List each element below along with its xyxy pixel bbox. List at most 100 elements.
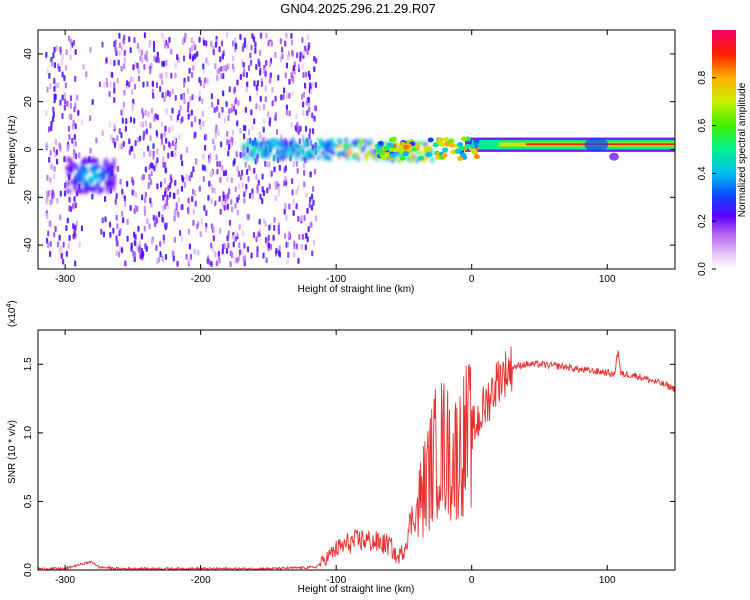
noise-cell	[311, 81, 314, 88]
noise-cell	[129, 205, 132, 212]
noise-cell	[74, 123, 77, 130]
noise-cell	[261, 197, 264, 204]
band-cell	[417, 150, 421, 155]
noise-cell	[214, 200, 217, 207]
blob-cell	[103, 162, 107, 167]
noise-cell	[132, 76, 135, 83]
noise-cell	[205, 210, 208, 217]
noise-cell	[187, 75, 190, 82]
noise-cell	[256, 152, 259, 159]
noise-cell	[208, 180, 211, 187]
noise-cell	[143, 205, 146, 212]
noise-cell	[170, 150, 173, 157]
band-cell	[270, 143, 274, 148]
noise-cell	[238, 224, 241, 231]
noise-cell	[48, 251, 52, 258]
noise-cell	[287, 251, 290, 258]
cyan-blob	[65, 157, 117, 195]
noise-cell	[267, 111, 270, 118]
noise-cell	[243, 242, 246, 249]
noise-cell	[191, 71, 194, 78]
blob-cell	[94, 176, 98, 181]
band-cell	[371, 149, 375, 154]
band-cell	[255, 139, 259, 144]
noise-cell	[58, 234, 61, 241]
noise-cell	[116, 223, 119, 230]
noise-cell	[136, 245, 139, 252]
noise-cell	[300, 214, 303, 221]
noise-cell	[283, 208, 286, 215]
noise-cell	[146, 145, 150, 152]
noise-cell	[183, 181, 186, 188]
noise-cell	[57, 241, 60, 248]
noise-cell	[165, 186, 168, 193]
transition-cell	[448, 138, 455, 144]
band-cell	[364, 153, 368, 158]
noise-cell	[255, 174, 258, 181]
noise-cell	[244, 188, 247, 195]
noise-cell	[285, 104, 289, 111]
blob-cell	[89, 186, 93, 191]
blob-cell	[101, 166, 105, 171]
noise-cell	[264, 96, 267, 103]
noise-cell	[310, 193, 314, 200]
noise-cell	[292, 198, 295, 205]
band-cell	[299, 149, 303, 154]
noise-cell	[116, 240, 119, 247]
noise-cell	[268, 224, 271, 231]
band-cell	[328, 147, 332, 152]
noise-cell	[110, 134, 113, 141]
noise-cell	[309, 222, 312, 229]
x-tick-label: 0	[469, 575, 475, 586]
noise-cell	[89, 115, 92, 122]
noise-cell	[73, 231, 76, 238]
noise-cell	[288, 203, 291, 210]
noise-cell	[231, 137, 234, 144]
band-cell	[277, 144, 281, 149]
noise-cell	[303, 214, 306, 221]
noise-cell	[198, 95, 201, 102]
noise-cell	[208, 259, 211, 266]
noise-cell	[75, 220, 79, 227]
noise-cell	[183, 81, 186, 88]
noise-cell	[223, 243, 227, 250]
noise-cell	[296, 121, 299, 128]
noise-cell	[236, 257, 239, 264]
noise-cell	[72, 223, 75, 230]
noise-cell	[122, 107, 125, 114]
strong-band	[464, 137, 675, 161]
noise-cell	[313, 115, 316, 122]
band-cell	[396, 152, 400, 157]
noise-cell	[128, 36, 131, 43]
blob-cell	[67, 189, 71, 194]
noise-cell	[48, 72, 51, 79]
noise-cell	[121, 117, 124, 124]
noise-cell	[225, 247, 229, 254]
noise-cell	[298, 233, 301, 240]
y-tick-label: -20	[23, 190, 34, 205]
noise-cell	[237, 183, 241, 190]
blob-cell	[97, 173, 101, 178]
noise-cell	[231, 40, 235, 47]
blob-cell	[102, 174, 106, 179]
noise-cell	[275, 247, 278, 254]
noise-cell	[198, 76, 201, 83]
spectrogram-x-axis: -300 -200 -100 0 100	[55, 30, 616, 285]
x-tick-label: -300	[55, 274, 75, 285]
noise-cell	[175, 202, 178, 209]
noise-cell	[249, 52, 252, 59]
noise-cell	[150, 170, 153, 177]
band-cell	[407, 157, 411, 162]
noise-cell	[264, 220, 267, 227]
noise-cell	[78, 152, 81, 159]
noise-cell	[192, 64, 195, 71]
noise-cell	[297, 185, 300, 192]
band-cell	[337, 144, 341, 149]
band-cell	[248, 152, 252, 157]
noise-cell	[130, 245, 133, 252]
noise-cell	[102, 231, 106, 238]
noise-cell	[290, 72, 293, 79]
band-cell	[374, 150, 378, 155]
noise-cell	[227, 144, 231, 151]
noise-cell	[232, 234, 235, 241]
